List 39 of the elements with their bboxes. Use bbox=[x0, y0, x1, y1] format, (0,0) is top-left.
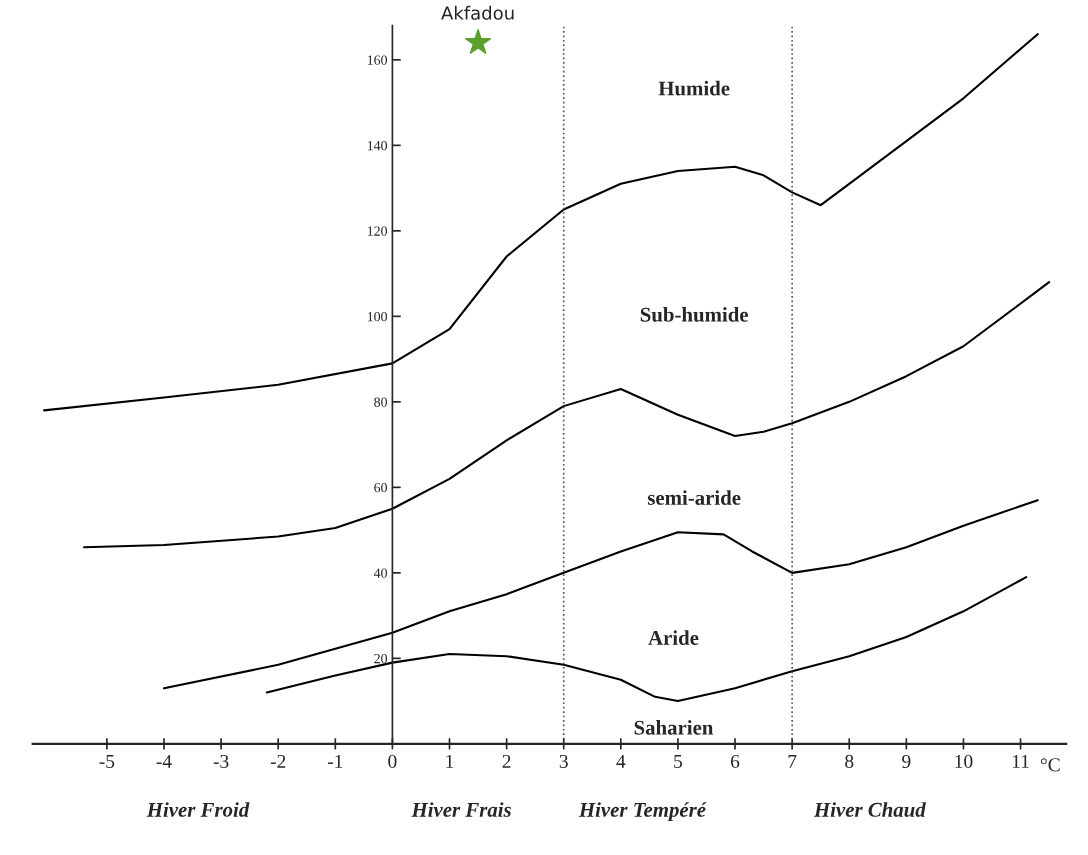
annotation: Sub-humide bbox=[640, 307, 749, 322]
annotation: Saharien bbox=[634, 720, 714, 735]
y-tick-label: 20 bbox=[374, 653, 388, 664]
line-series bbox=[265, 576, 1028, 703]
y-tick-label: 120 bbox=[367, 226, 388, 236]
x-tick-label: -3 bbox=[213, 754, 229, 768]
x-tick-label: 1 bbox=[446, 754, 454, 768]
text: Hiver Chaud bbox=[813, 802, 926, 817]
x-tick-label: 6 bbox=[731, 754, 740, 768]
x-tick-label: 10 bbox=[955, 754, 973, 768]
y-tick-label: 160 bbox=[367, 55, 388, 65]
x-axis-title: °C bbox=[1040, 758, 1060, 772]
y-tick-label: 40 bbox=[373, 568, 388, 578]
x-tick-label: 4 bbox=[616, 754, 626, 768]
y-tick-label: 60 bbox=[374, 482, 388, 493]
annotation: Humide bbox=[658, 80, 730, 96]
x-tick-label: -2 bbox=[270, 754, 286, 768]
x-tick-label: -1 bbox=[327, 754, 343, 768]
x-tick-label: 2 bbox=[502, 754, 511, 768]
y-tick-label: 140 bbox=[367, 140, 388, 151]
x-tick-label: 8 bbox=[845, 754, 854, 768]
x-tick-label: 11 bbox=[1012, 754, 1029, 768]
x-tick-label: 5 bbox=[674, 755, 683, 768]
annotation: semi-aride bbox=[647, 490, 741, 505]
y-tick-label: 100 bbox=[367, 311, 388, 322]
x-tick-label: -4 bbox=[156, 754, 172, 768]
text: Hiver Frais bbox=[411, 802, 511, 817]
x-tick-label: 9 bbox=[902, 754, 911, 768]
line-series bbox=[43, 33, 1039, 412]
text: Hiver Tempéré bbox=[578, 802, 707, 822]
x-tick-label: -5 bbox=[99, 755, 115, 768]
x-tick-label: 7 bbox=[788, 755, 797, 768]
y-tick-label: 80 bbox=[374, 397, 388, 407]
text: Hiver Froid bbox=[146, 802, 250, 817]
annotation: Aride bbox=[648, 630, 699, 645]
x-tick-label: 0 bbox=[388, 754, 397, 768]
x-tick-label: 3 bbox=[559, 754, 568, 768]
series-label: Akfadou bbox=[441, 5, 514, 20]
line-series bbox=[82, 281, 1051, 549]
